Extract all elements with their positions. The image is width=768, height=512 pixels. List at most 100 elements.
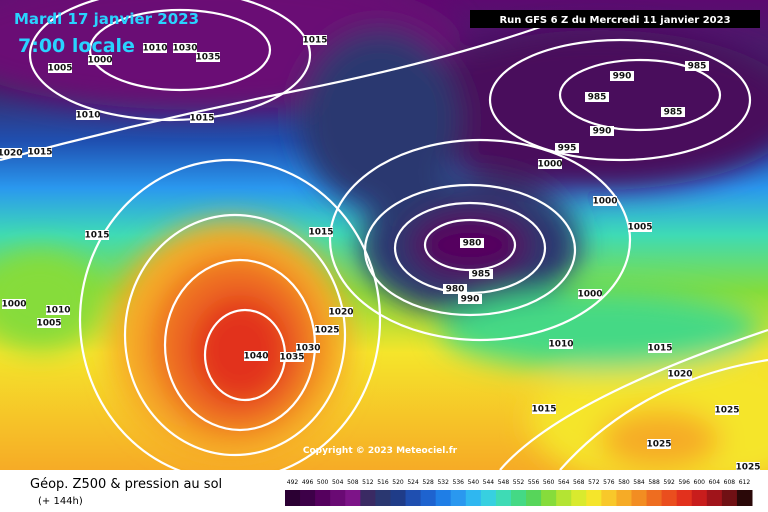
colorbar-label: 584 bbox=[633, 479, 645, 486]
footer-lead: (+ 144h) bbox=[38, 496, 83, 507]
colorbar-swatch bbox=[465, 490, 482, 506]
isobar-label: 1010 bbox=[45, 306, 70, 316]
colorbar-label: 544 bbox=[483, 479, 495, 486]
isobar-label-bg bbox=[303, 35, 327, 45]
colorbar-swatch bbox=[360, 490, 376, 506]
colorbar-swatch bbox=[285, 490, 301, 506]
isobar-label: 1040 bbox=[243, 352, 268, 362]
colorbar-swatch bbox=[706, 490, 723, 506]
isobar-label: 1025 bbox=[314, 326, 339, 336]
colorbar-swatch bbox=[450, 490, 467, 506]
isobar-label: 980 bbox=[446, 285, 465, 295]
colorbar-swatch bbox=[586, 490, 602, 506]
colorbar-label: 540 bbox=[468, 479, 480, 486]
colorbar-label: 496 bbox=[302, 479, 314, 486]
isobar-label-bg bbox=[648, 343, 672, 353]
isobar-label-bg bbox=[460, 238, 484, 248]
isobar-label-bg bbox=[647, 439, 671, 449]
isobar-label: 1010 bbox=[548, 340, 573, 350]
isobar-label-bg bbox=[244, 351, 268, 361]
colorbar-swatch bbox=[676, 490, 693, 506]
colorbar-label: 588 bbox=[648, 479, 660, 486]
isobar-label: 1000 bbox=[87, 56, 112, 66]
colorbar-swatch bbox=[375, 490, 391, 506]
colorbar-swatch bbox=[661, 490, 678, 506]
colorbar-label: 536 bbox=[453, 479, 465, 486]
colorbar-swatch bbox=[330, 490, 346, 506]
isobar-label-bg bbox=[88, 55, 112, 65]
run-box bbox=[470, 10, 760, 28]
isobar-label-bg bbox=[555, 143, 579, 153]
colorbar-swatch bbox=[736, 490, 753, 506]
isobar-label: 1010 bbox=[75, 111, 100, 121]
colorbar-label: 528 bbox=[422, 479, 434, 486]
isobar-label: 1005 bbox=[627, 223, 652, 233]
isobar-label-bg bbox=[37, 318, 61, 328]
isobar-label: 1015 bbox=[647, 344, 672, 354]
colorbar-label: 492 bbox=[287, 479, 299, 486]
colorbar-swatch bbox=[571, 490, 587, 506]
isobar-label: 980 bbox=[463, 239, 482, 249]
colorbar-swatch bbox=[510, 490, 527, 506]
isobar-label-bg bbox=[315, 325, 339, 335]
colorbar-swatch bbox=[721, 490, 738, 506]
colorbar-label: 568 bbox=[573, 479, 585, 486]
colorbar-swatch bbox=[390, 490, 407, 506]
isobar-label-bg bbox=[173, 43, 197, 53]
isobar-label-bg bbox=[685, 61, 709, 71]
colorbar-label: 516 bbox=[377, 479, 389, 486]
isobar-label: 985 bbox=[472, 270, 491, 280]
colorbar-swatch bbox=[631, 490, 648, 506]
colorbar-label: 572 bbox=[588, 479, 600, 486]
isobar-label-bg bbox=[443, 284, 467, 294]
isobar-label-bg bbox=[715, 405, 739, 415]
isobar-label-bg bbox=[549, 339, 573, 349]
isobar-label: 1015 bbox=[27, 148, 52, 158]
colorbar-swatch bbox=[616, 490, 632, 506]
colorbar-label: 508 bbox=[347, 479, 359, 486]
colorbar-swatch bbox=[435, 490, 452, 506]
isobar-label: 1020 bbox=[667, 370, 692, 380]
colorbar-label: 608 bbox=[724, 479, 736, 486]
colorbar-swatch bbox=[646, 490, 663, 506]
isobar-label: 1030 bbox=[172, 44, 197, 54]
isobar-label: 1020 bbox=[0, 149, 23, 159]
isobar-label: 985 bbox=[588, 93, 607, 103]
colorbar-label: 504 bbox=[332, 479, 344, 486]
colorbar-label: 556 bbox=[528, 479, 540, 486]
isobar-label: 1035 bbox=[195, 53, 220, 63]
colorbar-swatch bbox=[300, 490, 316, 506]
isobar-label: 1025 bbox=[735, 463, 760, 473]
isobar-label-bg bbox=[458, 294, 482, 304]
isobar-label: 1000 bbox=[537, 160, 562, 170]
colorbar-swatch bbox=[691, 490, 708, 506]
isobar-label: 1015 bbox=[84, 231, 109, 241]
colorbar-label: 520 bbox=[392, 479, 404, 486]
isobar-label-bg bbox=[736, 462, 760, 472]
isobar-label: 1020 bbox=[328, 308, 353, 318]
isobar-label: 1015 bbox=[189, 114, 214, 124]
isobar-label: 1030 bbox=[295, 344, 320, 354]
colorbar-label: 548 bbox=[498, 479, 510, 486]
colorbar-swatch bbox=[526, 490, 542, 506]
isobar-label: 1005 bbox=[47, 64, 72, 74]
isobar-label: 1035 bbox=[279, 353, 304, 363]
colorbar-swatch bbox=[480, 490, 497, 506]
colorbar-label: 552 bbox=[513, 479, 525, 486]
colorbar-label: 604 bbox=[709, 479, 721, 486]
run-label: Run GFS 6 Z du Mercredi 11 janvier 2023 bbox=[499, 15, 730, 26]
isobar-label-bg bbox=[469, 269, 493, 279]
isobar-label: 1015 bbox=[531, 405, 556, 415]
isobar-label: 1025 bbox=[714, 406, 739, 416]
colorbar-label: 592 bbox=[663, 479, 675, 486]
copyright: Copyright © 2023 Meteociel.fr bbox=[303, 446, 458, 456]
isobar-label-bg bbox=[48, 63, 72, 73]
isobar-label-bg bbox=[0, 148, 22, 158]
isobar-label: 1005 bbox=[36, 319, 61, 329]
map-field bbox=[0, 0, 768, 470]
isobar-label: 1015 bbox=[302, 36, 327, 46]
isobar-label: 1010 bbox=[142, 44, 167, 54]
colorbar-label: 576 bbox=[603, 479, 615, 486]
colorbar-swatch bbox=[556, 490, 572, 506]
